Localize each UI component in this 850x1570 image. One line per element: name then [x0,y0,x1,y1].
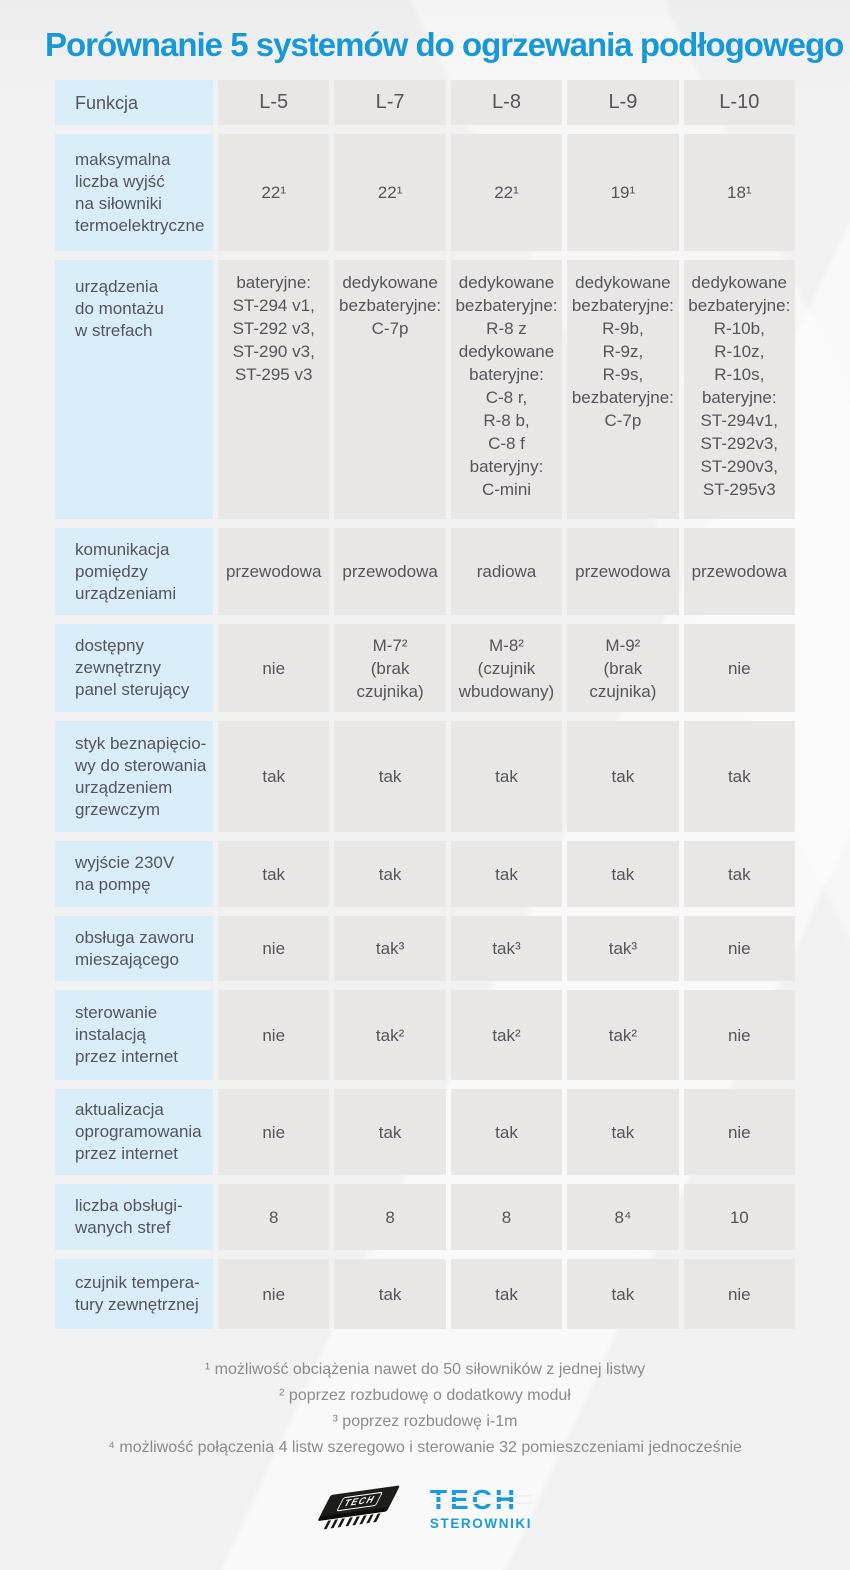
value-cell: nie [218,916,330,981]
value-cell: nie [218,1259,330,1329]
comparison-table: Funkcja L-5 L-7 L-8 L-9 L-10 maksymalna … [55,80,795,1329]
value-cell: tak [450,721,563,832]
value-cell: tak [567,721,679,832]
footnotes: ¹ możliwość obciążenia nawet do 50 siłow… [0,1357,850,1461]
header-column-l5: L-5 [218,80,330,125]
table-header-row: Funkcja L-5 L-7 L-8 L-9 L-10 [55,80,795,125]
table-row-external-temp-sensor: czujnik tempera- tury zewnętrznej nie ta… [55,1259,795,1329]
chip-pins [323,1513,381,1530]
table-row-pump-output: wyjście 230V na pompę tak tak tak tak ta… [55,841,795,907]
tech-sterowniki-logo: TECH TECH STEROWNIKI [0,1485,850,1531]
row-label-cell: obsługa zaworu mieszającego [55,916,213,981]
row-label-cell: aktualizacja oprogramowania przez intern… [55,1089,213,1175]
value-cell: tak² [567,990,679,1080]
value-cell: tak [334,1089,446,1175]
table-row-zones-count: liczba obsługi- wanych stref 8 8 8 8⁴ 10 [55,1184,795,1250]
header-column-l9: L-9 [567,80,679,125]
value-cell: 22¹ [450,134,563,251]
value-cell: nie [683,1089,795,1175]
brand-name: TECH [429,1486,533,1514]
value-cell: tak [567,1089,679,1175]
value-cell: nie [683,624,795,712]
value-cell: 8 [218,1184,330,1250]
row-label-cell: styk beznapięcio- wy do sterowania urząd… [55,721,213,832]
value-cell: tak [450,841,563,907]
value-cell: tak [334,1259,446,1329]
value-cell: M-9² (brak czujnika) [567,624,679,712]
row-label-cell: maksymalna liczba wyjść na siłowniki ter… [55,134,213,251]
row-label-cell: liczba obsługi- wanych stref [55,1184,213,1250]
value-cell: dedykowane bezbateryjne: R-10b, R-10z, R… [683,260,795,519]
value-cell: tak³ [567,916,679,981]
value-cell: tak [450,1259,563,1329]
value-cell: tak [567,1259,679,1329]
table-row-mixing-valve: obsługa zaworu mieszającego nie tak³ tak… [55,916,795,981]
value-cell: nie [218,624,330,712]
value-cell: 10 [683,1184,795,1250]
footnote-4: ⁴ możliwość połączenia 4 listw szeregowo… [108,1439,742,1456]
value-cell: 18¹ [683,134,795,251]
value-cell: tak³ [334,916,446,981]
value-cell: 8 [334,1184,446,1250]
value-cell: tak [218,841,330,907]
header-column-l10: L-10 [683,80,795,125]
value-cell: nie [218,1089,330,1175]
value-cell: przewodowa [334,528,446,615]
value-cell: tak [683,721,795,832]
value-cell: dedykowane bezbateryjne: R-9b, R-9z, R-9… [567,260,679,519]
page-title: Porównanie 5 systemów do ogrzewania podł… [45,26,844,63]
value-cell: 22¹ [334,134,446,251]
value-cell: tak² [334,990,446,1080]
row-label-cell: czujnik tempera- tury zewnętrznej [55,1259,213,1329]
table-row-voltage-free-contact: styk beznapięcio- wy do sterowania urząd… [55,721,795,832]
value-cell: 8 [450,1184,563,1250]
header-column-l7: L-7 [334,80,446,125]
header-funkcja-cell: Funkcja [55,80,213,125]
value-cell: tak [334,841,446,907]
row-label-cell: sterowanie instalacją przez internet [55,990,213,1080]
footnote-2: ² poprzez rozbudowę o dodatkowy moduł [279,1387,571,1404]
value-cell: przewodowa [218,528,330,615]
chip-label: TECH [336,1491,384,1511]
value-cell: tak² [450,990,563,1080]
value-cell: M-8² (czujnik wbudowany) [450,624,563,712]
brand-subtitle: STEROWNIKI [429,1516,533,1531]
value-cell: dedykowane bezbateryjne: R-8 z dedykowan… [450,260,563,519]
value-cell: M-7² (brak czujnika) [334,624,446,712]
microchip-icon: TECH [315,1481,406,1537]
value-cell: 8⁴ [567,1184,679,1250]
table-row-external-panel: dostępny zewnętrzny panel sterujący nie … [55,624,795,712]
footnote-3: ³ poprzez rozbudowę i-1m [332,1413,518,1430]
value-cell: tak [218,721,330,832]
value-cell: tak [567,841,679,907]
row-label-cell: komunikacja pomiędzy urządzeniami [55,528,213,615]
value-cell: bateryjne: ST-294 v1, ST-292 v3, ST-290 … [218,260,330,519]
value-cell: tak [334,721,446,832]
value-cell: dedykowane bezbateryjne: C-7p [334,260,446,519]
value-cell: przewodowa [567,528,679,615]
row-label-cell: dostępny zewnętrzny panel sterujący [55,624,213,712]
table-row-communication: komunikacja pomiędzy urządzeniami przewo… [55,528,795,615]
row-label-cell: urządzenia do montażu w strefach [55,260,213,519]
table-row-internet-control: sterowanie instalacją przez internet nie… [55,990,795,1080]
value-cell: tak [450,1089,563,1175]
value-cell: nie [683,1259,795,1329]
value-cell: nie [218,990,330,1080]
value-cell: tak³ [450,916,563,981]
value-cell: 19¹ [567,134,679,251]
table-row-software-update: aktualizacja oprogramowania przez intern… [55,1089,795,1175]
value-cell: tak [683,841,795,907]
table-row-max-outputs: maksymalna liczba wyjść na siłowniki ter… [55,134,795,251]
table-row-zone-devices: urządzenia do montażu w strefach bateryj… [55,260,795,519]
value-cell: radiowa [450,528,563,615]
value-cell: nie [683,916,795,981]
footnote-1: ¹ możliwość obciążenia nawet do 50 siłow… [204,1361,646,1378]
brand-wordmark: TECH STEROWNIKI [429,1486,533,1531]
header-column-l8: L-8 [450,80,563,125]
row-label-cell: wyjście 230V na pompę [55,841,213,907]
value-cell: 22¹ [218,134,330,251]
value-cell: przewodowa [683,528,795,615]
value-cell: nie [683,990,795,1080]
